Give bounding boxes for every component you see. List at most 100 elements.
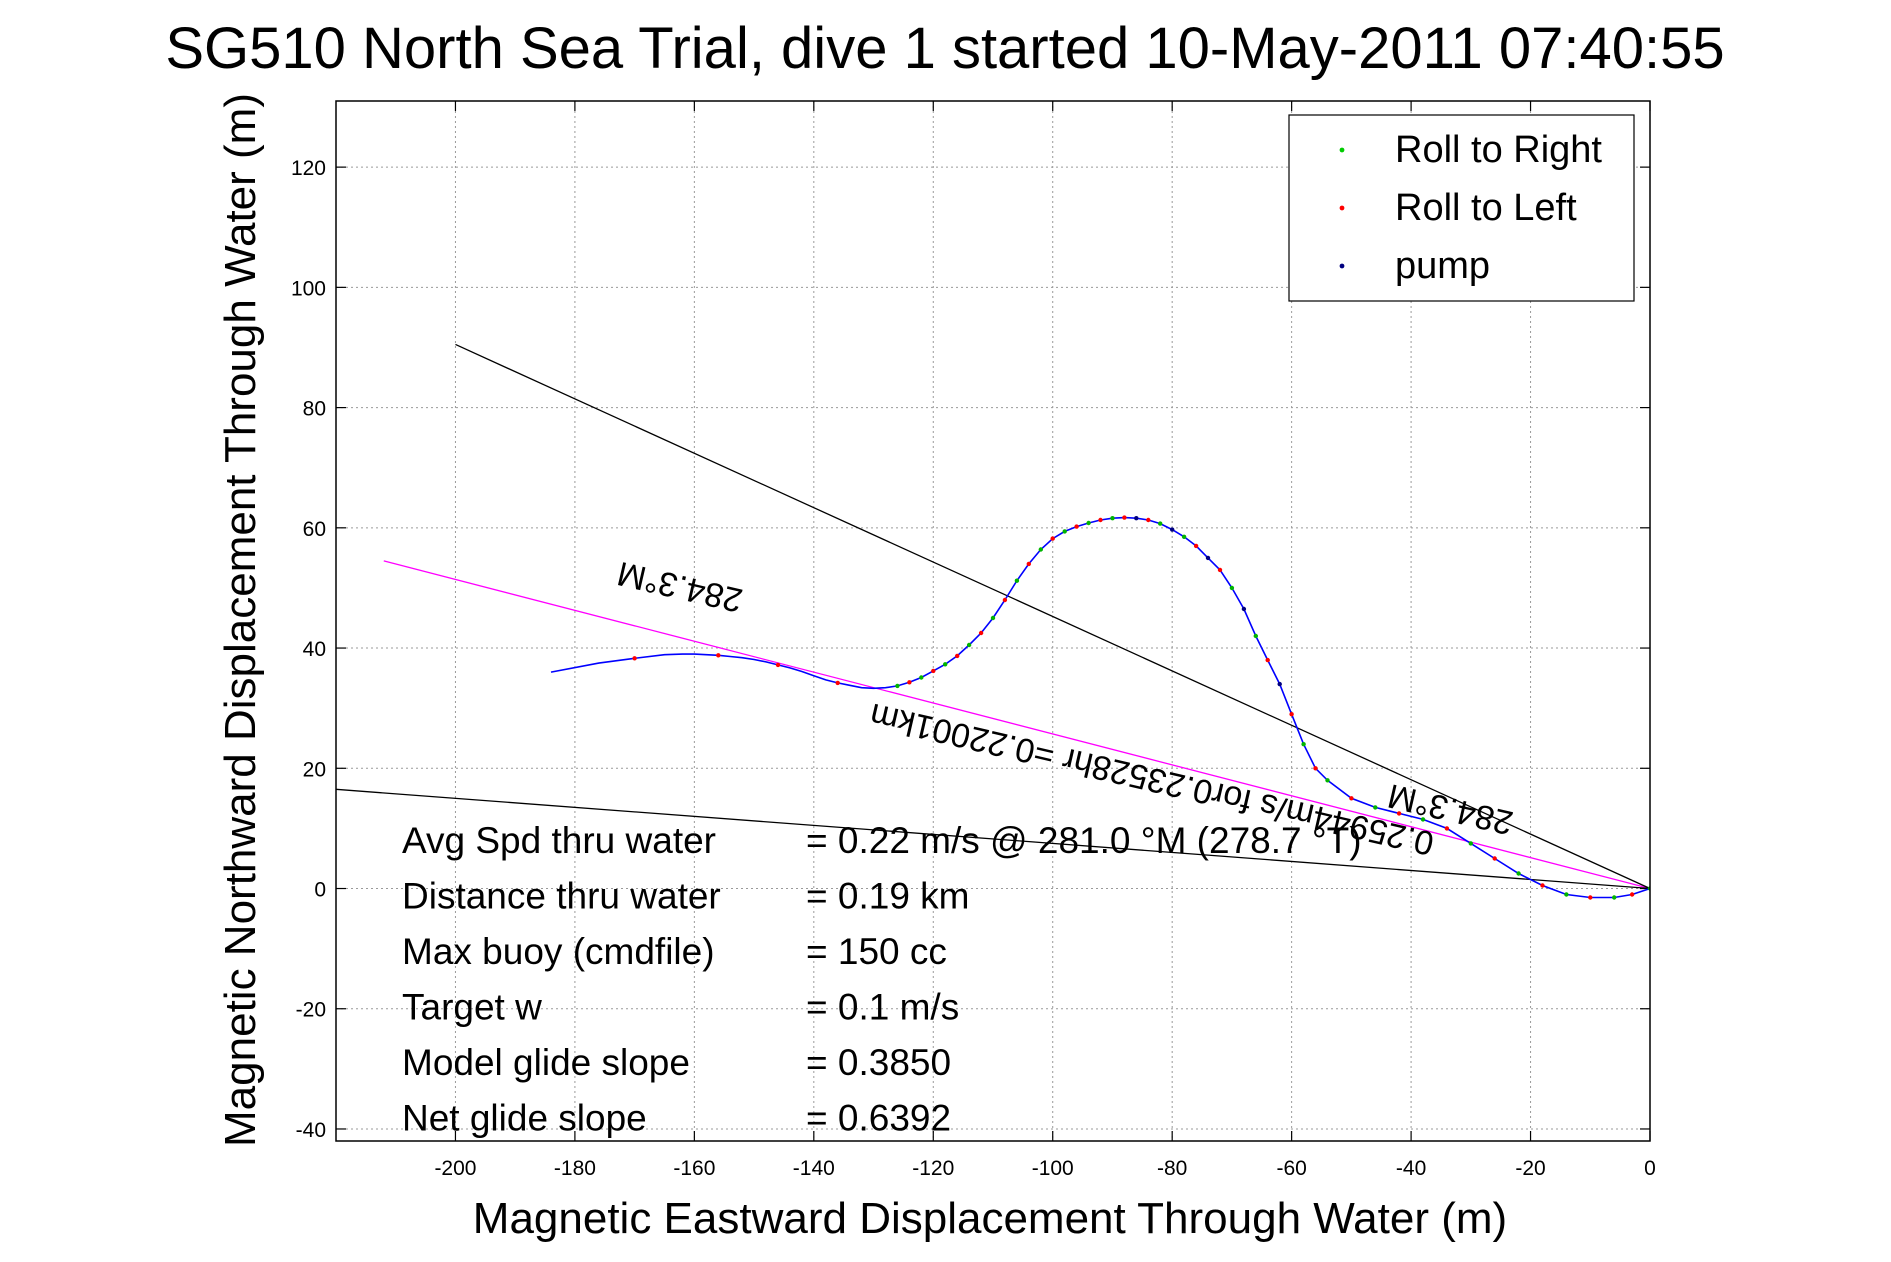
track-point <box>966 642 972 648</box>
track-point <box>1038 547 1044 552</box>
track-point <box>955 653 960 659</box>
track-point <box>1062 529 1067 534</box>
track-point <box>1086 520 1091 526</box>
legend-label: Roll to Left <box>1395 187 1577 229</box>
track-point <box>978 630 984 636</box>
track-point <box>931 668 936 674</box>
track-point <box>1265 657 1270 663</box>
stat-value: = 0.6392 <box>806 1098 951 1139</box>
track-point <box>1420 817 1426 822</box>
stat-label: Target w <box>402 987 542 1028</box>
track-point <box>1181 534 1187 539</box>
track-point <box>1122 515 1127 520</box>
track-point <box>1253 633 1259 639</box>
x-tick-label: -200 <box>434 1157 476 1180</box>
stat-value: = 0.22 m/s @ 281.0 °M (278.7 °T) <box>806 820 1362 861</box>
stat-label: Model glide slope <box>402 1042 690 1083</box>
track-point <box>1564 892 1569 897</box>
x-tick-label: -140 <box>793 1157 835 1180</box>
track-point <box>1074 524 1079 529</box>
legend-box <box>1288 114 1635 302</box>
y-tick-label: -20 <box>296 999 326 1022</box>
y-tick-label: 60 <box>303 518 326 541</box>
track-point <box>1629 892 1635 897</box>
stat-label: Max buoy (cmdfile) <box>402 931 715 972</box>
track-point <box>1301 742 1306 747</box>
track-point <box>907 680 912 685</box>
chart-title: SG510 North Sea Trial, dive 1 started 10… <box>165 16 1724 81</box>
stat-value: = 150 cc <box>806 931 947 972</box>
x-tick-label: -60 <box>1276 1157 1306 1180</box>
track-point <box>1170 527 1175 532</box>
x-tick-label: -120 <box>912 1157 954 1180</box>
legend-marker <box>1339 205 1345 211</box>
plot-frame <box>335 100 1651 1142</box>
track-point <box>1050 536 1055 541</box>
y-tick-label: 40 <box>303 638 326 661</box>
legend-label: pump <box>1395 245 1490 287</box>
y-tick-label: 120 <box>291 157 326 180</box>
heading-reference-line <box>455 343 1650 890</box>
track-point <box>895 683 900 689</box>
track-point <box>632 656 637 661</box>
legend-marker <box>1339 147 1345 153</box>
track-point <box>1313 766 1318 771</box>
y-tick-label: -40 <box>296 1119 326 1142</box>
track-point <box>1444 826 1450 831</box>
track-point <box>1241 606 1247 612</box>
legend-marker <box>1339 263 1345 269</box>
track-point <box>1110 516 1115 521</box>
y-axis: -40 -20 0 20 40 60 80 100 120 <box>291 157 1650 1142</box>
y-tick-label: 80 <box>303 398 326 421</box>
track-point <box>1026 561 1032 567</box>
stat-value: = 0.3850 <box>806 1042 951 1083</box>
reference-lines <box>336 343 1650 890</box>
stat-label: Distance thru water <box>402 876 721 917</box>
stat-label: Net glide slope <box>402 1098 647 1139</box>
x-tick-label: -180 <box>554 1157 596 1180</box>
x-tick-label: -160 <box>673 1157 715 1180</box>
track-point <box>1396 811 1402 816</box>
x-axis: -200 -180 -160 -140 -120 -100 -80 -60 -40 -20 0 <box>434 101 1656 1180</box>
stats-block: Avg Spd thru water = 0.22 m/s @ 281.0 °M … <box>402 820 1362 1139</box>
y-tick-label: 0 <box>314 879 326 902</box>
track-point <box>1325 778 1330 783</box>
track-point <box>1588 895 1593 900</box>
track-point <box>919 675 924 680</box>
track-point <box>1146 517 1151 523</box>
x-tick-label: -100 <box>1032 1157 1074 1180</box>
track-point <box>1373 805 1378 810</box>
track-point <box>1229 585 1235 591</box>
heading-reference-line <box>336 788 1650 890</box>
x-tick-label: 0 <box>1644 1157 1656 1180</box>
track-point <box>1205 555 1211 561</box>
track-point <box>1468 841 1474 846</box>
track-point <box>990 615 996 621</box>
track-point <box>1134 516 1139 521</box>
stat-value: = 0.19 km <box>806 876 970 917</box>
legend: Roll to Right Roll to Left pump <box>1288 114 1635 302</box>
track-point <box>1158 521 1163 526</box>
x-axis-label: Magnetic Eastward Displacement Through W… <box>473 1194 1507 1243</box>
track-point <box>943 662 948 667</box>
track-point <box>1002 597 1008 603</box>
y-tick-label: 100 <box>291 277 326 300</box>
track-point <box>775 662 781 668</box>
legend-label: Roll to Right <box>1395 129 1602 171</box>
track-point <box>1612 895 1617 900</box>
track-point <box>1516 871 1521 876</box>
track-point <box>1098 517 1103 523</box>
y-axis-label: Magnetic Northward Displacement Through … <box>216 93 265 1147</box>
stat-value: = 0.1 m/s <box>806 987 959 1028</box>
track-point <box>1492 856 1497 861</box>
track-point <box>716 653 721 658</box>
track-point <box>1349 796 1354 801</box>
track-point <box>1193 543 1199 549</box>
track-point <box>1277 681 1282 687</box>
mean-heading-line <box>383 560 1650 890</box>
track-point <box>1540 883 1545 888</box>
track-point <box>1217 567 1223 573</box>
track-point <box>835 680 840 686</box>
grid <box>336 101 1650 1141</box>
